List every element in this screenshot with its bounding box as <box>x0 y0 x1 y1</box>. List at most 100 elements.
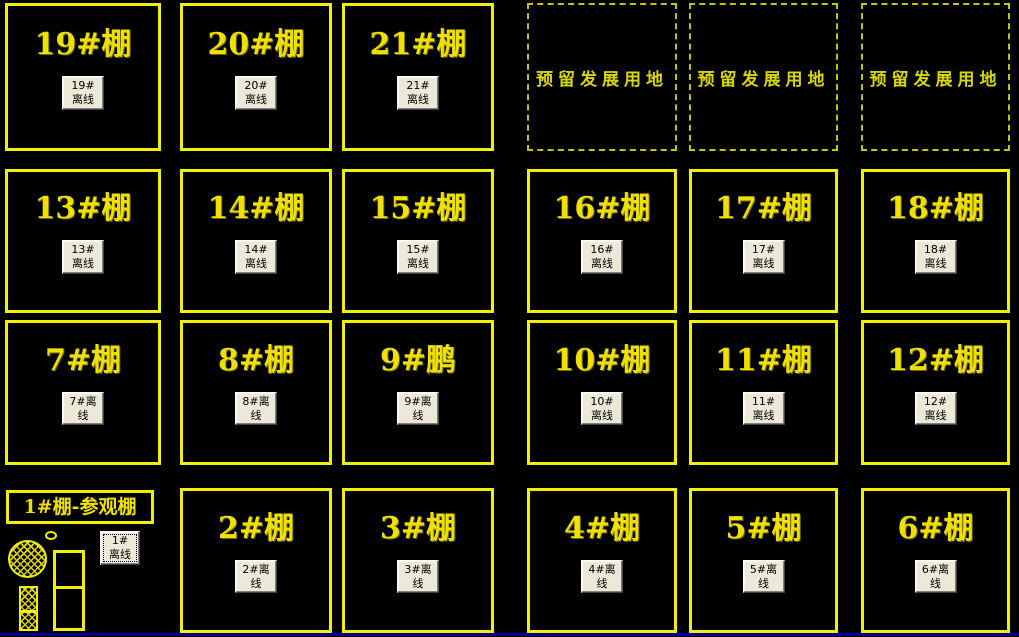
shed-status-line2: 线 <box>596 576 608 590</box>
shed-title: 3#棚 <box>379 510 456 546</box>
shed-status-line1: 18# <box>923 243 948 257</box>
shed-status-button[interactable]: 13# 离线 <box>62 240 104 274</box>
hatched-rect-shape <box>19 586 38 631</box>
shed-status-line1: 5#离 <box>749 562 778 576</box>
shed-box[interactable]: 5#棚 5#离线 <box>689 488 838 633</box>
shed-status-button[interactable]: 14# 离线 <box>235 240 277 274</box>
reserved-land-label: 预留发展用地 <box>536 69 668 90</box>
shed-status-line2: 线 <box>250 408 262 422</box>
shed-status-button[interactable]: 7#离线 <box>62 391 104 426</box>
shed-status-button[interactable]: 17# 离线 <box>742 240 785 274</box>
shed-box[interactable]: 2#棚 2#离线 <box>180 488 332 633</box>
shed-status-line2: 离线 <box>407 93 429 106</box>
shed-status-line2: 线 <box>250 576 262 590</box>
shed-status-button[interactable]: 3#离线 <box>397 559 439 594</box>
shed-status-line1: 19# <box>71 79 95 93</box>
shed-1-title: 1#棚-参观棚 <box>23 495 137 518</box>
shed-1-status-line1: 1# <box>111 534 129 547</box>
shed-title: 20#棚 <box>207 27 305 63</box>
shed-status-button[interactable]: 4#离线 <box>581 559 623 594</box>
shed-status-line1: 11# <box>751 394 776 408</box>
shed-status-line2: 离线 <box>924 408 947 422</box>
shed-status-button[interactable]: 15# 离线 <box>397 240 439 274</box>
shed-status-line1: 4#离 <box>588 562 616 576</box>
reserved-land-box: 预留发展用地 <box>861 3 1010 151</box>
shed-box[interactable]: 4#棚 4#离线 <box>527 488 677 633</box>
shed-status-button[interactable]: 19# 离线 <box>62 76 104 110</box>
pond-ellipse-shape <box>45 531 57 540</box>
shed-box[interactable]: 9#鹏 9#离线 <box>342 320 494 465</box>
shed-status-button[interactable]: 20# 离线 <box>235 76 277 110</box>
shed-title: 7#棚 <box>44 342 121 378</box>
shed-status-line2: 离线 <box>72 93 94 106</box>
shed-status-line1: 6#离 <box>921 562 950 576</box>
shed-box[interactable]: 20#棚 20# 离线 <box>180 3 332 151</box>
shed-status-button[interactable]: 18# 离线 <box>914 240 957 274</box>
shed-status-line2: 线 <box>412 408 424 422</box>
shed-status-line2: 离线 <box>591 408 613 422</box>
shed-box[interactable]: 15#棚 15# 离线 <box>342 169 494 313</box>
shed-box[interactable]: 17#棚 17# 离线 <box>689 169 838 313</box>
shed-title: 6#棚 <box>897 510 974 546</box>
reserved-land-box: 预留发展用地 <box>527 3 677 151</box>
shed-box[interactable]: 13#棚 13# 离线 <box>5 169 161 313</box>
shed-box[interactable]: 8#棚 8#离线 <box>180 320 332 465</box>
shed-status-line2: 线 <box>930 576 941 590</box>
shed-status-line1: 8#离 <box>242 394 270 408</box>
shed-1-visit-area: 1#棚-参观棚 1# 离线 <box>5 488 161 633</box>
shed-status-button[interactable]: 8#离线 <box>235 391 277 426</box>
shed-status-line2: 离线 <box>752 257 775 270</box>
shed-1-status-line2: 离线 <box>109 547 131 561</box>
shed-status-line1: 2#离 <box>242 562 270 576</box>
shed-status-line2: 离线 <box>245 257 267 270</box>
shed-status-button[interactable]: 10# 离线 <box>581 391 623 426</box>
shed-box[interactable]: 16#棚 16# 离线 <box>527 169 677 313</box>
shed-title: 13#棚 <box>34 191 132 227</box>
shed-status-line1: 9#离 <box>404 394 432 408</box>
shed-box[interactable]: 6#棚 6#离线 <box>861 488 1010 633</box>
shed-status-line2: 离线 <box>752 408 775 422</box>
shed-title: 10#棚 <box>553 342 651 378</box>
shed-status-line1: 15# <box>406 243 430 257</box>
shed-box[interactable]: 3#棚 3#离线 <box>342 488 494 633</box>
shed-status-button[interactable]: 11# 离线 <box>742 391 785 426</box>
bottom-divider-line <box>0 633 1019 636</box>
shed-status-button[interactable]: 6#离线 <box>914 559 957 594</box>
shed-box[interactable]: 21#棚 21# 离线 <box>342 3 494 151</box>
shed-box[interactable]: 14#棚 14# 离线 <box>180 169 332 313</box>
reserved-land-label: 预留发展用地 <box>697 69 830 90</box>
shed-title: 14#棚 <box>207 191 305 227</box>
shed-box[interactable]: 19#棚 19# 离线 <box>5 3 161 151</box>
shed-box[interactable]: 11#棚 11# 离线 <box>689 320 838 465</box>
hatched-rect-divider <box>21 610 36 613</box>
shed-box[interactable]: 10#棚 10# 离线 <box>527 320 677 465</box>
reserved-land-label: 预留发展用地 <box>869 69 1002 90</box>
shed-status-line2: 离线 <box>924 257 947 270</box>
shed-title: 5#棚 <box>725 510 802 546</box>
shed-status-button[interactable]: 2#离线 <box>235 559 277 594</box>
shed-1-status-button[interactable]: 1# 离线 <box>100 531 140 565</box>
shed-status-line2: 线 <box>412 576 424 590</box>
shed-status-line1: 21# <box>406 79 430 93</box>
shed-box[interactable]: 7#棚 7#离线 <box>5 320 161 465</box>
shed-box[interactable]: 18#棚 18# 离线 <box>861 169 1010 313</box>
shed-status-button[interactable]: 12# 离线 <box>914 391 957 426</box>
shed-status-line1: 13# <box>71 243 95 257</box>
shed-status-button[interactable]: 5#离线 <box>742 559 785 594</box>
shed-title: 16#棚 <box>553 191 651 227</box>
shed-title: 9#鹏 <box>379 342 456 378</box>
shed-status-button[interactable]: 16# 离线 <box>581 240 623 274</box>
shed-title: 2#棚 <box>217 510 294 546</box>
shed-status-line1: 14# <box>244 243 268 257</box>
building-rect-shape <box>53 550 85 631</box>
shed-title: 15#棚 <box>369 191 467 227</box>
shed-status-button[interactable]: 21# 离线 <box>397 76 439 110</box>
shed-status-line1: 16# <box>590 243 614 257</box>
shed-status-line1: 20# <box>244 79 268 93</box>
shed-1-title-box[interactable]: 1#棚-参观棚 <box>6 490 154 524</box>
shed-box[interactable]: 12#棚 12# 离线 <box>861 320 1010 465</box>
shed-status-line1: 10# <box>590 394 614 408</box>
shed-title: 18#棚 <box>887 191 984 227</box>
shed-status-button[interactable]: 9#离线 <box>397 391 439 426</box>
